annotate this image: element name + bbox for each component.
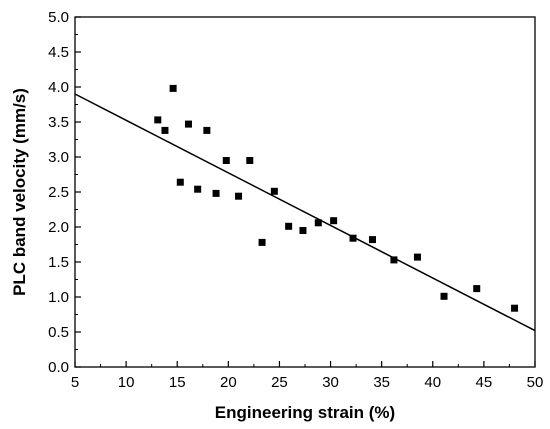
data-point bbox=[169, 84, 177, 92]
data-point bbox=[413, 253, 421, 261]
y-tick-label: 1.5 bbox=[48, 254, 69, 271]
data-point bbox=[330, 217, 338, 225]
data-point bbox=[212, 189, 220, 197]
y-tick-label: 3.0 bbox=[48, 149, 69, 166]
x-tick-label: 25 bbox=[271, 374, 288, 391]
data-point bbox=[154, 116, 162, 124]
x-axis-tick-labels: 5 10 15 20 25 30 35 40 45 50 bbox=[71, 374, 544, 391]
data-point bbox=[194, 185, 202, 193]
data-point bbox=[511, 304, 519, 312]
y-tick-label: 3.5 bbox=[48, 114, 69, 131]
y-tick-label: 2.5 bbox=[48, 184, 69, 201]
x-axis-ticks bbox=[74, 361, 536, 367]
data-point bbox=[368, 236, 376, 244]
data-point bbox=[285, 222, 293, 230]
x-tick-label: 5 bbox=[71, 374, 79, 391]
y-tick-label: 5.0 bbox=[48, 9, 69, 26]
data-point bbox=[258, 238, 266, 246]
data-point bbox=[203, 126, 211, 134]
y-axis-tick-labels: 0.0 0.5 1.0 1.5 2.0 2.5 3.0 3.5 4.0 4.5 5.0 bbox=[48, 9, 69, 376]
y-axis-ticks bbox=[75, 16, 81, 368]
data-point bbox=[246, 157, 254, 164]
y-tick-label: 0.0 bbox=[48, 359, 69, 376]
x-tick-label: 35 bbox=[373, 374, 390, 391]
data-point bbox=[299, 227, 307, 234]
y-tick-label: 4.5 bbox=[48, 44, 69, 61]
data-point bbox=[222, 157, 230, 164]
x-tick-label: 50 bbox=[527, 374, 544, 391]
y-tick-label: 4.0 bbox=[48, 79, 69, 96]
y-tick-label: 1.0 bbox=[48, 289, 69, 306]
data-point bbox=[235, 192, 243, 200]
data-point bbox=[349, 234, 357, 242]
x-tick-label: 20 bbox=[220, 374, 237, 391]
x-tick-label: 15 bbox=[169, 374, 186, 391]
x-tick-label: 10 bbox=[118, 374, 135, 391]
data-point bbox=[161, 126, 169, 134]
data-point bbox=[270, 187, 278, 195]
data-point bbox=[390, 256, 398, 264]
x-tick-label: 40 bbox=[424, 374, 441, 391]
y-axis-title: PLC band velocity (mm/s) bbox=[10, 88, 29, 296]
y-tick-label: 0.5 bbox=[48, 324, 69, 341]
fit-line bbox=[74, 93, 536, 332]
fit-line-group bbox=[74, 93, 536, 332]
data-point bbox=[184, 120, 192, 128]
data-point bbox=[440, 292, 448, 300]
plot-frame bbox=[74, 16, 536, 368]
data-points bbox=[154, 84, 519, 312]
x-axis-title: Engineering strain (%) bbox=[215, 403, 395, 422]
data-point bbox=[473, 285, 481, 293]
data-point bbox=[176, 178, 184, 186]
data-point bbox=[314, 219, 322, 227]
x-tick-label: 30 bbox=[322, 374, 339, 391]
x-tick-label: 45 bbox=[476, 374, 493, 391]
y-tick-label: 2.0 bbox=[48, 219, 69, 236]
